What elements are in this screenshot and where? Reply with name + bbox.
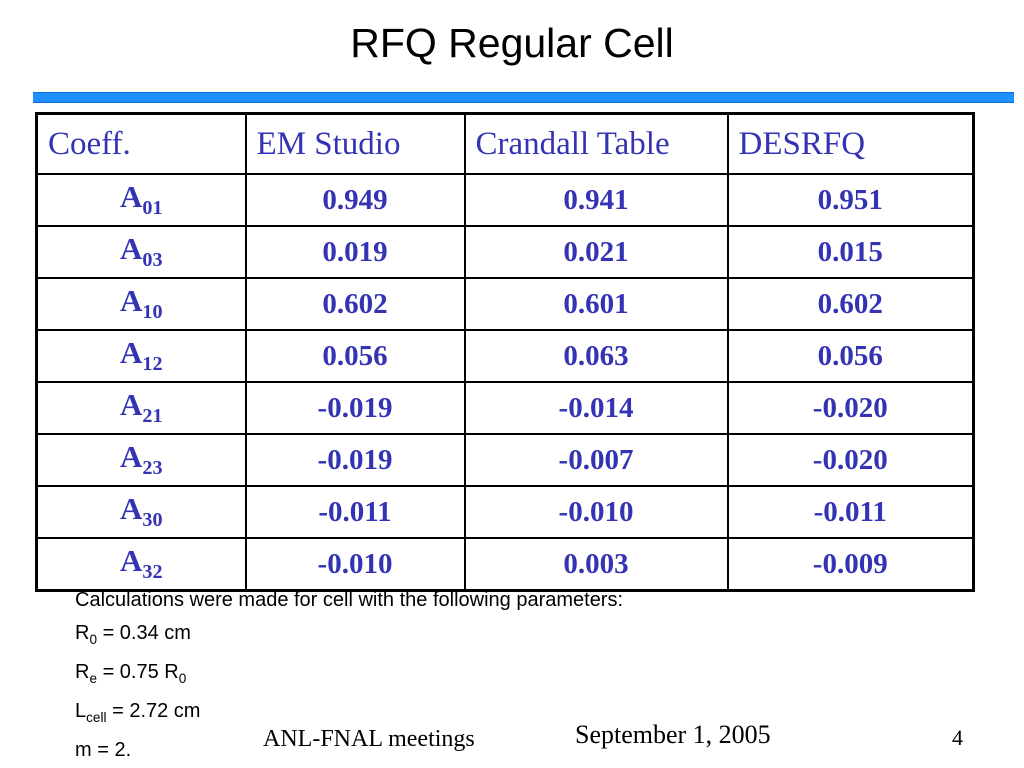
coeff-base: A [119,387,143,423]
em-studio-cell: 0.949 [244,173,466,227]
desrfq-cell: -0.009 [726,537,975,592]
desrfq-cell: 0.056 [726,329,975,383]
em-studio-cell: -0.010 [244,537,466,592]
param-re-subscript: e [89,671,98,686]
coeff-subscript: 23 [142,457,163,480]
column-header-desrfq: DESRFQ [726,112,975,175]
table-row: A23 -0.019 -0.007 -0.020 [35,433,975,487]
footer-meeting-name: ANL-FNAL meetings [263,726,475,752]
crandall-cell: 0.003 [463,537,729,592]
coeff-label: A12 [35,329,247,383]
footer-page-number: 4 [952,725,963,750]
desrfq-cell: 0.602 [726,277,975,331]
coeff-label: A10 [35,277,247,331]
desrfq-cell: -0.011 [726,485,975,539]
coeff-label: A30 [35,485,247,539]
crandall-cell: 0.941 [463,173,729,227]
em-studio-cell: 0.056 [244,329,466,383]
param-r0-base: R [75,622,90,644]
desrfq-cell: -0.020 [726,433,975,487]
desrfq-cell: -0.020 [726,381,975,435]
table-row: A30 -0.011 -0.010 -0.011 [35,485,975,539]
crandall-cell: 0.063 [463,329,729,383]
param-m: m = 2. [75,739,132,761]
coeff-base: A [119,491,143,527]
coeff-subscript: 10 [142,301,163,324]
coeff-base: A [119,231,143,267]
crandall-cell: 0.021 [463,225,729,279]
desrfq-cell: 0.951 [726,173,975,227]
coeff-label: A01 [35,173,247,227]
param-r0: R0 = 0.34 cm [75,617,623,656]
crandall-cell: -0.010 [463,485,729,539]
param-re-subscript2: 0 [178,671,187,686]
coeff-subscript: 21 [142,405,163,428]
crandall-cell: 0.601 [463,277,729,331]
desrfq-cell: 0.015 [726,225,975,279]
param-re-value: = 0.75 R [97,661,179,683]
parameters-block: Calculations were made for cell with the… [75,584,623,767]
table-row: A10 0.602 0.601 0.602 [35,277,975,331]
coeff-base: A [119,283,143,319]
param-re-base: R [75,661,90,683]
coeff-label: A03 [35,225,247,279]
em-studio-cell: -0.019 [244,433,466,487]
table-row: A01 0.949 0.941 0.951 [35,173,975,227]
table-header-row: Coeff. EM Studio Crandall Table DESRFQ [35,112,975,175]
column-header-crandall-table: Crandall Table [463,112,729,175]
param-r0-value: = 0.34 cm [97,622,191,644]
params-intro: Calculations were made for cell with the… [75,589,624,611]
table-row: A32 -0.010 0.003 -0.009 [35,537,975,592]
table-row: A21 -0.019 -0.014 -0.020 [35,381,975,435]
table-row: A12 0.056 0.063 0.056 [35,329,975,383]
param-lcell-base: L [75,700,87,722]
crandall-cell: -0.007 [463,433,729,487]
title-accent-bar [33,92,1014,103]
coeff-label: A21 [35,381,247,435]
coeff-label: A32 [35,537,247,592]
column-header-coeff: Coeff. [35,112,247,175]
coeff-label: A23 [35,433,247,487]
coeff-subscript: 32 [142,561,163,584]
coeff-subscript: 12 [142,353,163,376]
slide-title: RFQ Regular Cell [350,20,674,66]
coeff-subscript: 01 [142,197,163,220]
table-row: A03 0.019 0.021 0.015 [35,225,975,279]
em-studio-cell: -0.019 [244,381,466,435]
em-studio-cell: -0.011 [244,485,466,539]
param-re: Re = 0.75 R0 [75,656,623,695]
coeff-base: A [119,439,143,475]
coeff-subscript: 03 [142,249,163,272]
param-lcell: Lcell = 2.72 cm [75,695,623,734]
param-lcell-subscript: cell [86,710,107,725]
crandall-cell: -0.014 [463,381,729,435]
coeff-subscript: 30 [142,509,163,532]
footer-date: September 1, 2005 [575,720,771,749]
coeff-base: A [119,543,143,579]
coeff-base: A [119,335,143,371]
coeff-base: A [119,179,143,215]
column-header-em-studio: EM Studio [244,112,466,175]
em-studio-cell: 0.019 [244,225,466,279]
em-studio-cell: 0.602 [244,277,466,331]
param-r0-subscript: 0 [89,632,98,647]
coefficients-table: Coeff. EM Studio Crandall Table DESRFQ A… [35,112,975,592]
param-lcell-value: = 2.72 cm [106,700,201,722]
